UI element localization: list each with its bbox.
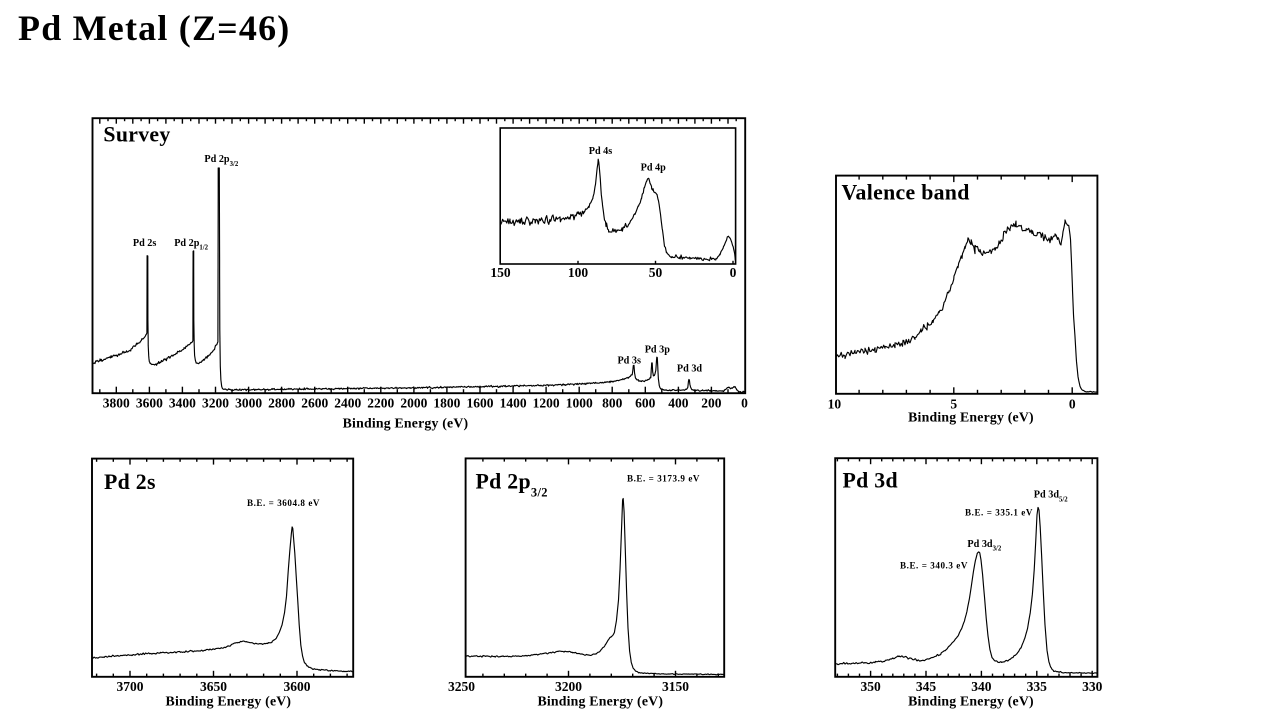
svg-text:3400: 3400 [169, 396, 196, 411]
svg-text:Pd 4s: Pd 4s [589, 146, 613, 157]
svg-text:Binding Energy (eV): Binding Energy (eV) [343, 415, 469, 431]
svg-text:Pd 2s: Pd 2s [133, 238, 157, 249]
svg-text:1200: 1200 [533, 396, 560, 411]
svg-text:150: 150 [490, 265, 511, 280]
svg-text:0: 0 [1069, 397, 1076, 412]
svg-text:1600: 1600 [467, 396, 494, 411]
svg-text:800: 800 [602, 396, 623, 411]
svg-text:1000: 1000 [566, 396, 593, 411]
svg-text:3150: 3150 [662, 679, 689, 694]
svg-text:3000: 3000 [235, 396, 262, 411]
svg-text:Binding Energy (eV): Binding Energy (eV) [166, 693, 292, 709]
svg-text:3650: 3650 [200, 679, 227, 694]
svg-text:5: 5 [950, 397, 957, 412]
svg-text:330: 330 [1082, 679, 1103, 694]
svg-text:Pd 3p: Pd 3p [645, 345, 671, 356]
svg-text:0: 0 [741, 396, 748, 411]
svg-text:3200: 3200 [202, 396, 229, 411]
svg-text:3600: 3600 [136, 396, 163, 411]
svg-text:Binding Energy (eV): Binding Energy (eV) [537, 693, 663, 709]
svg-text:100: 100 [568, 265, 589, 280]
svg-text:Valence band: Valence band [842, 181, 970, 205]
svg-text:Pd 3d: Pd 3d [677, 364, 703, 375]
svg-text:3250: 3250 [448, 679, 475, 694]
svg-text:0: 0 [730, 265, 737, 280]
svg-text:Binding Energy (eV): Binding Energy (eV) [908, 410, 1034, 426]
svg-text:Pd 4p: Pd 4p [641, 162, 667, 173]
svg-text:1400: 1400 [500, 396, 527, 411]
svg-text:B.E. = 3173.9 eV: B.E. = 3173.9 eV [627, 474, 700, 484]
svg-text:400: 400 [668, 396, 689, 411]
svg-text:B.E. = 340.3 eV: B.E. = 340.3 eV [900, 561, 968, 571]
svg-text:3800: 3800 [103, 396, 130, 411]
svg-text:B.E. = 335.1 eV: B.E. = 335.1 eV [965, 508, 1033, 518]
svg-text:1800: 1800 [433, 396, 460, 411]
svg-text:Pd Metal (Z=46): Pd Metal (Z=46) [18, 8, 290, 48]
svg-text:2600: 2600 [301, 396, 328, 411]
svg-text:Pd 3s: Pd 3s [617, 356, 641, 367]
svg-text:Pd 3d: Pd 3d [843, 469, 898, 493]
svg-text:10: 10 [828, 397, 842, 412]
svg-text:600: 600 [635, 396, 656, 411]
svg-text:2800: 2800 [268, 396, 295, 411]
svg-text:Survey: Survey [103, 123, 170, 147]
svg-text:350: 350 [860, 679, 881, 694]
svg-text:340: 340 [971, 679, 992, 694]
svg-text:200: 200 [701, 396, 722, 411]
svg-text:Binding Energy (eV): Binding Energy (eV) [908, 693, 1034, 709]
svg-text:3600: 3600 [284, 679, 311, 694]
svg-text:3200: 3200 [555, 679, 582, 694]
svg-text:B.E. = 3604.8 eV: B.E. = 3604.8 eV [247, 498, 320, 508]
svg-text:2200: 2200 [367, 396, 394, 411]
svg-text:2000: 2000 [400, 396, 427, 411]
svg-text:Pd 2s: Pd 2s [104, 470, 156, 494]
svg-text:2400: 2400 [334, 396, 361, 411]
svg-text:335: 335 [1027, 679, 1048, 694]
svg-text:345: 345 [916, 679, 937, 694]
svg-text:3700: 3700 [117, 679, 144, 694]
svg-text:50: 50 [649, 265, 663, 280]
